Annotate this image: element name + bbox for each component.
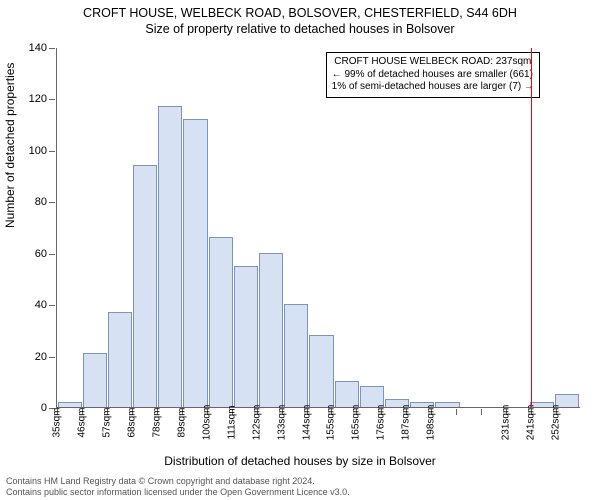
histogram-bar [108, 312, 132, 407]
histogram-bar [158, 106, 182, 407]
xtick-label: 35sqm [52, 407, 63, 437]
xtick-label: 252sqm [551, 405, 562, 441]
xtick-label: 155sqm [326, 405, 337, 441]
xtick-label: 46sqm [76, 407, 87, 437]
xtick-label: 111sqm [226, 405, 237, 439]
xtick [456, 409, 457, 415]
histogram-bar [133, 165, 157, 407]
ytick-label: 20 [35, 351, 47, 363]
xtick-label: 78sqm [151, 407, 162, 437]
ytick-label: 0 [41, 402, 47, 414]
histogram-bar [309, 335, 333, 407]
histogram-bar [435, 402, 459, 407]
xtick-label: 57sqm [101, 407, 112, 437]
xtick-label: 187sqm [401, 405, 412, 441]
histogram-bar [58, 402, 82, 407]
xtick-label: 122sqm [251, 405, 262, 441]
histogram-bar [83, 353, 107, 407]
annotation-line2: ← 99% of detached houses are smaller (66… [332, 69, 534, 82]
ytick [49, 357, 55, 358]
xtick [481, 409, 482, 415]
histogram-bar [335, 381, 359, 407]
histogram-bar [234, 266, 258, 407]
footer-line2: Contains public sector information licen… [6, 487, 350, 498]
xtick-label: 133sqm [276, 405, 287, 441]
ytick-label: 40 [35, 299, 47, 311]
ytick-label: 120 [29, 93, 47, 105]
marker-line [531, 48, 532, 407]
footer-line1: Contains HM Land Registry data © Crown c… [6, 476, 350, 487]
histogram-bars [57, 48, 580, 407]
annotation-box: CROFT HOUSE WELBECK ROAD: 237sqm ← 99% o… [326, 52, 540, 98]
xtick-label: 144sqm [301, 405, 312, 441]
annotation-line3: 1% of semi-detached houses are larger (7… [332, 81, 534, 94]
chart-subtitle: Size of property relative to detached ho… [0, 20, 600, 36]
x-axis-label: Distribution of detached houses by size … [0, 454, 600, 468]
y-axis-label: Number of detached properties [3, 63, 17, 228]
footer-attribution: Contains HM Land Registry data © Crown c… [6, 476, 350, 498]
histogram-bar [259, 253, 283, 407]
histogram-bar [183, 119, 207, 407]
xtick-label: 231sqm [501, 405, 512, 441]
xtick-label: 89sqm [176, 407, 187, 437]
histogram-bar [284, 304, 308, 407]
ytick [49, 202, 55, 203]
xtick-label: 176sqm [376, 405, 387, 441]
xtick-label: 198sqm [426, 405, 437, 441]
xtick-label: 100sqm [201, 405, 212, 441]
chart-title-address: CROFT HOUSE, WELBECK ROAD, BOLSOVER, CHE… [0, 0, 600, 20]
chart-plot-area: CROFT HOUSE WELBECK ROAD: 237sqm ← 99% o… [56, 48, 580, 408]
ytick [49, 151, 55, 152]
ytick [49, 48, 55, 49]
xtick-label: 241sqm [526, 405, 537, 441]
ytick-label: 80 [35, 196, 47, 208]
histogram-bar [209, 237, 233, 407]
ytick-label: 100 [29, 145, 47, 157]
ytick [49, 305, 55, 306]
annotation-line1: CROFT HOUSE WELBECK ROAD: 237sqm [332, 56, 534, 69]
ytick-label: 60 [35, 248, 47, 260]
ytick-label: 140 [29, 42, 47, 54]
xtick-label: 68sqm [126, 407, 137, 437]
xtick-label: 165sqm [351, 405, 362, 441]
ytick [49, 99, 55, 100]
ytick [49, 254, 55, 255]
